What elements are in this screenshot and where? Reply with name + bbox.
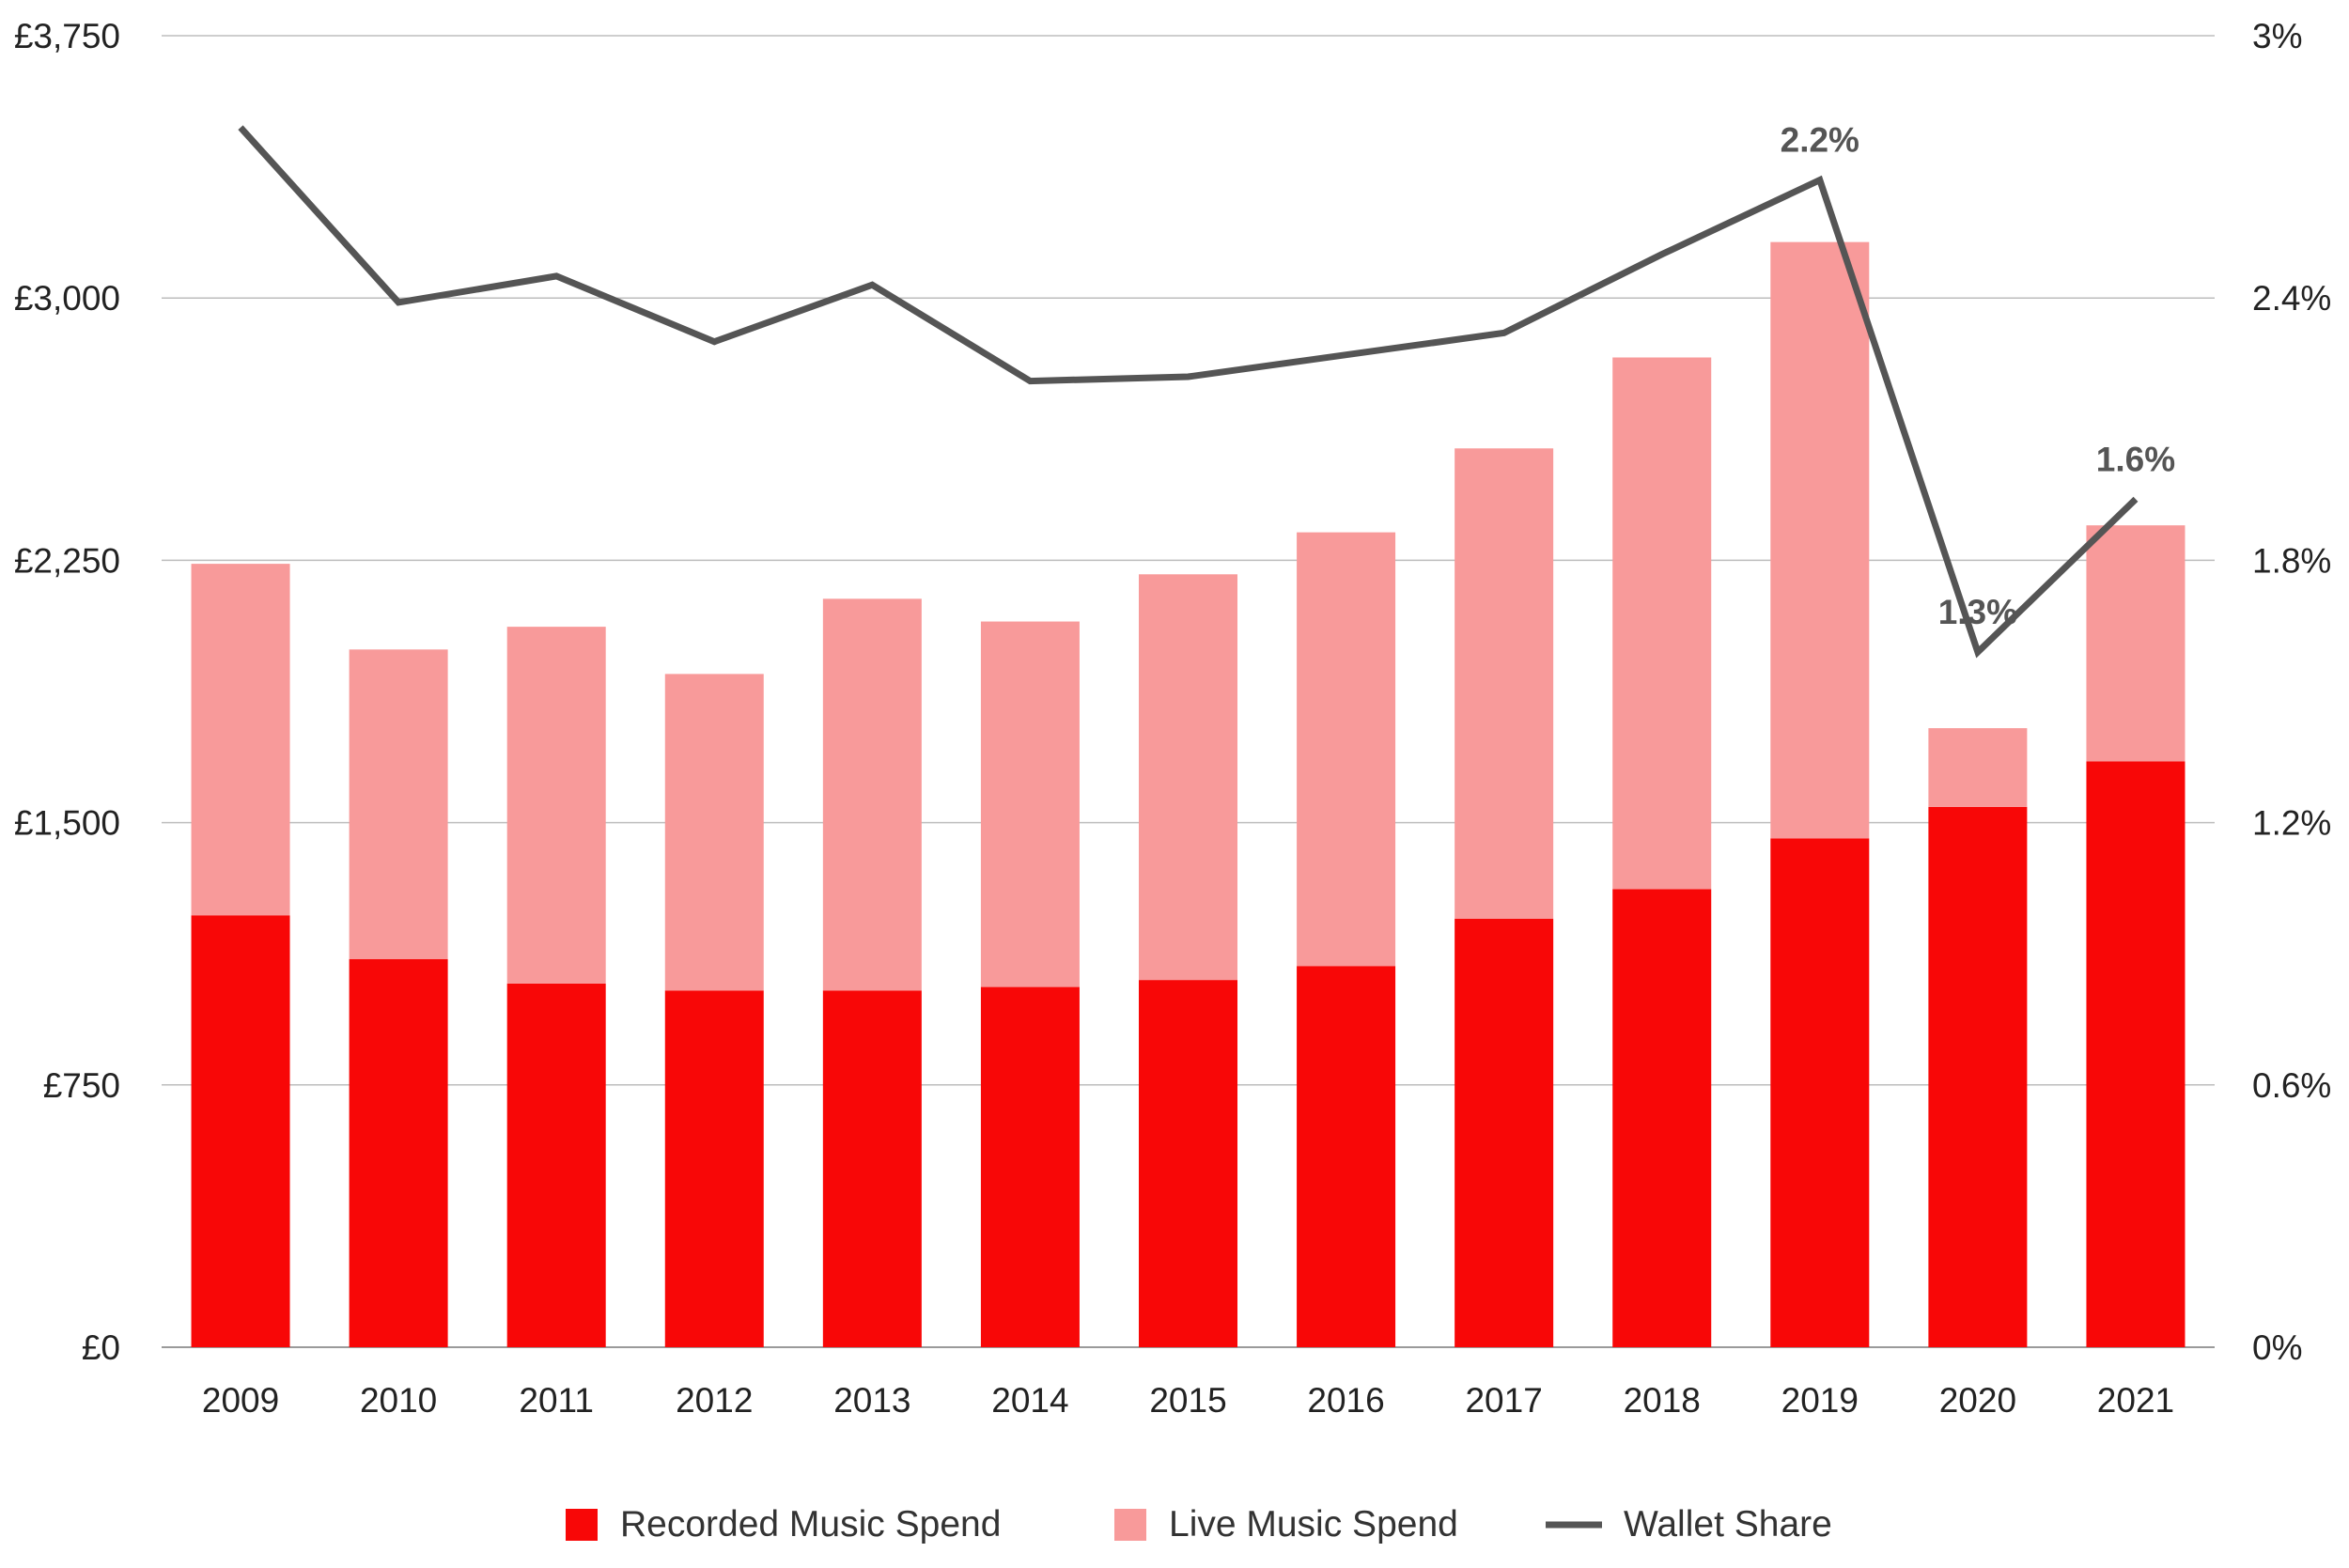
x-tick-label: 2013	[833, 1381, 910, 1420]
y-right-tick-label: 2.4%	[2252, 279, 2331, 318]
annotation-2020: 1.3%	[1938, 593, 2017, 631]
y-right-tick-label: 1.2%	[2252, 804, 2331, 843]
bar-live-2018	[1612, 357, 1712, 890]
bar-live-2017	[1455, 448, 1554, 919]
legend-label-wallet-share: Wallet Share	[1624, 1504, 1832, 1545]
bar-recorded-2020	[1928, 806, 2028, 1347]
bar-recorded-2016	[1297, 966, 1396, 1347]
bar-live-2016	[1297, 532, 1396, 967]
bar-recorded-2019	[1770, 838, 1870, 1347]
bar-live-2020	[1928, 728, 2028, 807]
x-tick-label: 2021	[2097, 1381, 2174, 1420]
x-tick-label: 2010	[360, 1381, 437, 1420]
x-tick-label: 2017	[1465, 1381, 1542, 1420]
bar-live-2015	[1139, 574, 1237, 981]
x-tick-label: 2011	[519, 1381, 594, 1420]
legend: Recorded Music Spend Live Music Spend Wall…	[566, 1504, 1832, 1545]
y-left-tick-label: £0	[82, 1328, 120, 1367]
y-left-tick-label: £3,000	[14, 279, 120, 318]
bar-recorded-2014	[980, 986, 1080, 1347]
x-tick-label: 2015	[1149, 1381, 1226, 1420]
bar-recorded-2021	[2086, 761, 2186, 1347]
y-right-tick-label: 3%	[2252, 17, 2302, 55]
legend-swatch-recorded	[566, 1509, 598, 1541]
bar-recorded-2010	[349, 958, 448, 1347]
axes: £0 0% £750 0.6% £1,500 1.2% £2,250 1.8% £3,000 2.…	[14, 17, 2332, 1420]
x-tick-label: 2018	[1624, 1381, 1701, 1420]
x-tick-label: 2009	[202, 1381, 279, 1420]
bar-live-2011	[506, 627, 606, 984]
bar-recorded-2013	[822, 990, 922, 1347]
bar-live-2012	[664, 674, 764, 991]
annotation-2019: 2.2%	[1781, 121, 1859, 160]
bar-live-2019	[1770, 241, 1870, 839]
bar-live-2013	[822, 598, 922, 991]
y-left-tick-label: £2,250	[14, 541, 120, 580]
y-right-tick-label: 0%	[2252, 1328, 2302, 1367]
bar-recorded-2012	[664, 990, 764, 1347]
y-right-tick-label: 0.6%	[2252, 1066, 2331, 1105]
bar-recorded-2011	[506, 983, 606, 1347]
annotation-2021: 1.6%	[2096, 440, 2175, 478]
legend-label-recorded: Recorded Music Spend	[620, 1504, 1001, 1545]
bar-live-2009	[191, 564, 290, 916]
y-left-tick-label: £750	[43, 1066, 120, 1105]
wallet-share-line	[238, 125, 2139, 659]
legend-label-live: Live Music Spend	[1169, 1504, 1458, 1545]
legend-swatch-live	[1114, 1509, 1146, 1541]
x-tick-label: 2020	[1939, 1381, 2016, 1420]
annotations: 2.2% 1.3% 1.6%	[1781, 121, 2175, 632]
bar-live-2021	[2086, 525, 2186, 762]
bar-recorded-2015	[1139, 980, 1237, 1347]
y-left-tick-label: £1,500	[14, 804, 120, 843]
bar-live-2014	[980, 621, 1080, 987]
bar-live-2010	[349, 649, 448, 959]
x-tick-label: 2012	[676, 1381, 753, 1420]
y-right-tick-label: 1.8%	[2252, 541, 2331, 580]
bar-recorded-2009	[191, 915, 290, 1347]
bar-recorded-2017	[1455, 918, 1554, 1347]
x-tick-label: 2014	[991, 1381, 1068, 1420]
wallet-share-line-group	[238, 125, 2139, 659]
bars	[191, 241, 2186, 1347]
y-left-tick-label: £3,750	[14, 17, 120, 55]
x-tick-label: 2019	[1781, 1381, 1859, 1420]
x-tick-label: 2016	[1307, 1381, 1384, 1420]
bar-recorded-2018	[1612, 889, 1712, 1347]
